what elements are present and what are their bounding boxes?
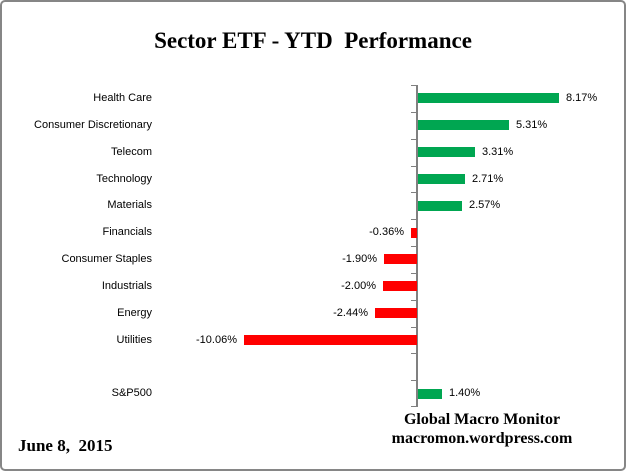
value-label: 3.31% xyxy=(482,145,514,158)
bar xyxy=(418,93,559,104)
category-label: Consumer Discretionary xyxy=(34,118,152,131)
axis-tick xyxy=(411,273,416,274)
bar xyxy=(418,120,509,131)
value-label: -10.06% xyxy=(196,333,237,346)
bar xyxy=(418,200,462,211)
value-label: -2.00% xyxy=(341,279,376,292)
axis-tick xyxy=(411,166,416,167)
value-label: 5.31% xyxy=(516,118,548,131)
axis-tick xyxy=(411,85,416,86)
axis-tick xyxy=(411,406,416,407)
value-label: 8.17% xyxy=(566,92,598,104)
category-label: Financials xyxy=(102,226,152,239)
bar xyxy=(384,254,417,265)
bar xyxy=(383,281,417,292)
axis-tick xyxy=(411,112,416,113)
plot-area: Health Care 8.17% Consumer Discretionary 5.… xyxy=(0,85,626,407)
axis-tick xyxy=(411,139,416,140)
value-label: 2.71% xyxy=(472,172,504,185)
source-block: Global Macro Monitor macromon.wordpress.… xyxy=(372,410,592,448)
value-label: 1.40% xyxy=(449,387,481,400)
axis-tick xyxy=(411,380,416,381)
bar xyxy=(411,227,417,238)
axis-tick xyxy=(411,192,416,193)
date-label: June 8, 2015 xyxy=(18,436,113,455)
category-label: Technology xyxy=(96,172,152,185)
chart-title: Sector ETF - YTD Performance xyxy=(154,28,472,53)
axis-tick xyxy=(411,300,416,301)
bar xyxy=(418,388,442,399)
bar xyxy=(418,147,475,158)
source-url: macromon.wordpress.com xyxy=(391,430,573,447)
category-label: Consumer Staples xyxy=(61,253,153,265)
axis-tick xyxy=(411,219,416,220)
value-label: 2.57% xyxy=(469,199,501,212)
axis-tick xyxy=(411,246,416,247)
category-label: S&P500 xyxy=(111,387,152,400)
category-label: Energy xyxy=(117,306,152,319)
source-name: Global Macro Monitor xyxy=(403,411,561,428)
category-label: Utilities xyxy=(116,333,152,346)
bar xyxy=(418,173,465,184)
y-axis-line xyxy=(416,85,418,407)
category-label: Materials xyxy=(107,199,152,212)
category-label: Industrials xyxy=(101,279,152,292)
bar xyxy=(244,334,417,345)
value-label: -1.90% xyxy=(342,253,377,265)
value-label: -0.36% xyxy=(369,226,404,239)
value-label: -2.44% xyxy=(333,306,368,319)
axis-tick xyxy=(411,353,416,354)
bar xyxy=(375,308,417,319)
category-label: Health Care xyxy=(93,92,152,104)
category-label: Telecom xyxy=(111,145,152,158)
axis-tick xyxy=(411,327,416,328)
